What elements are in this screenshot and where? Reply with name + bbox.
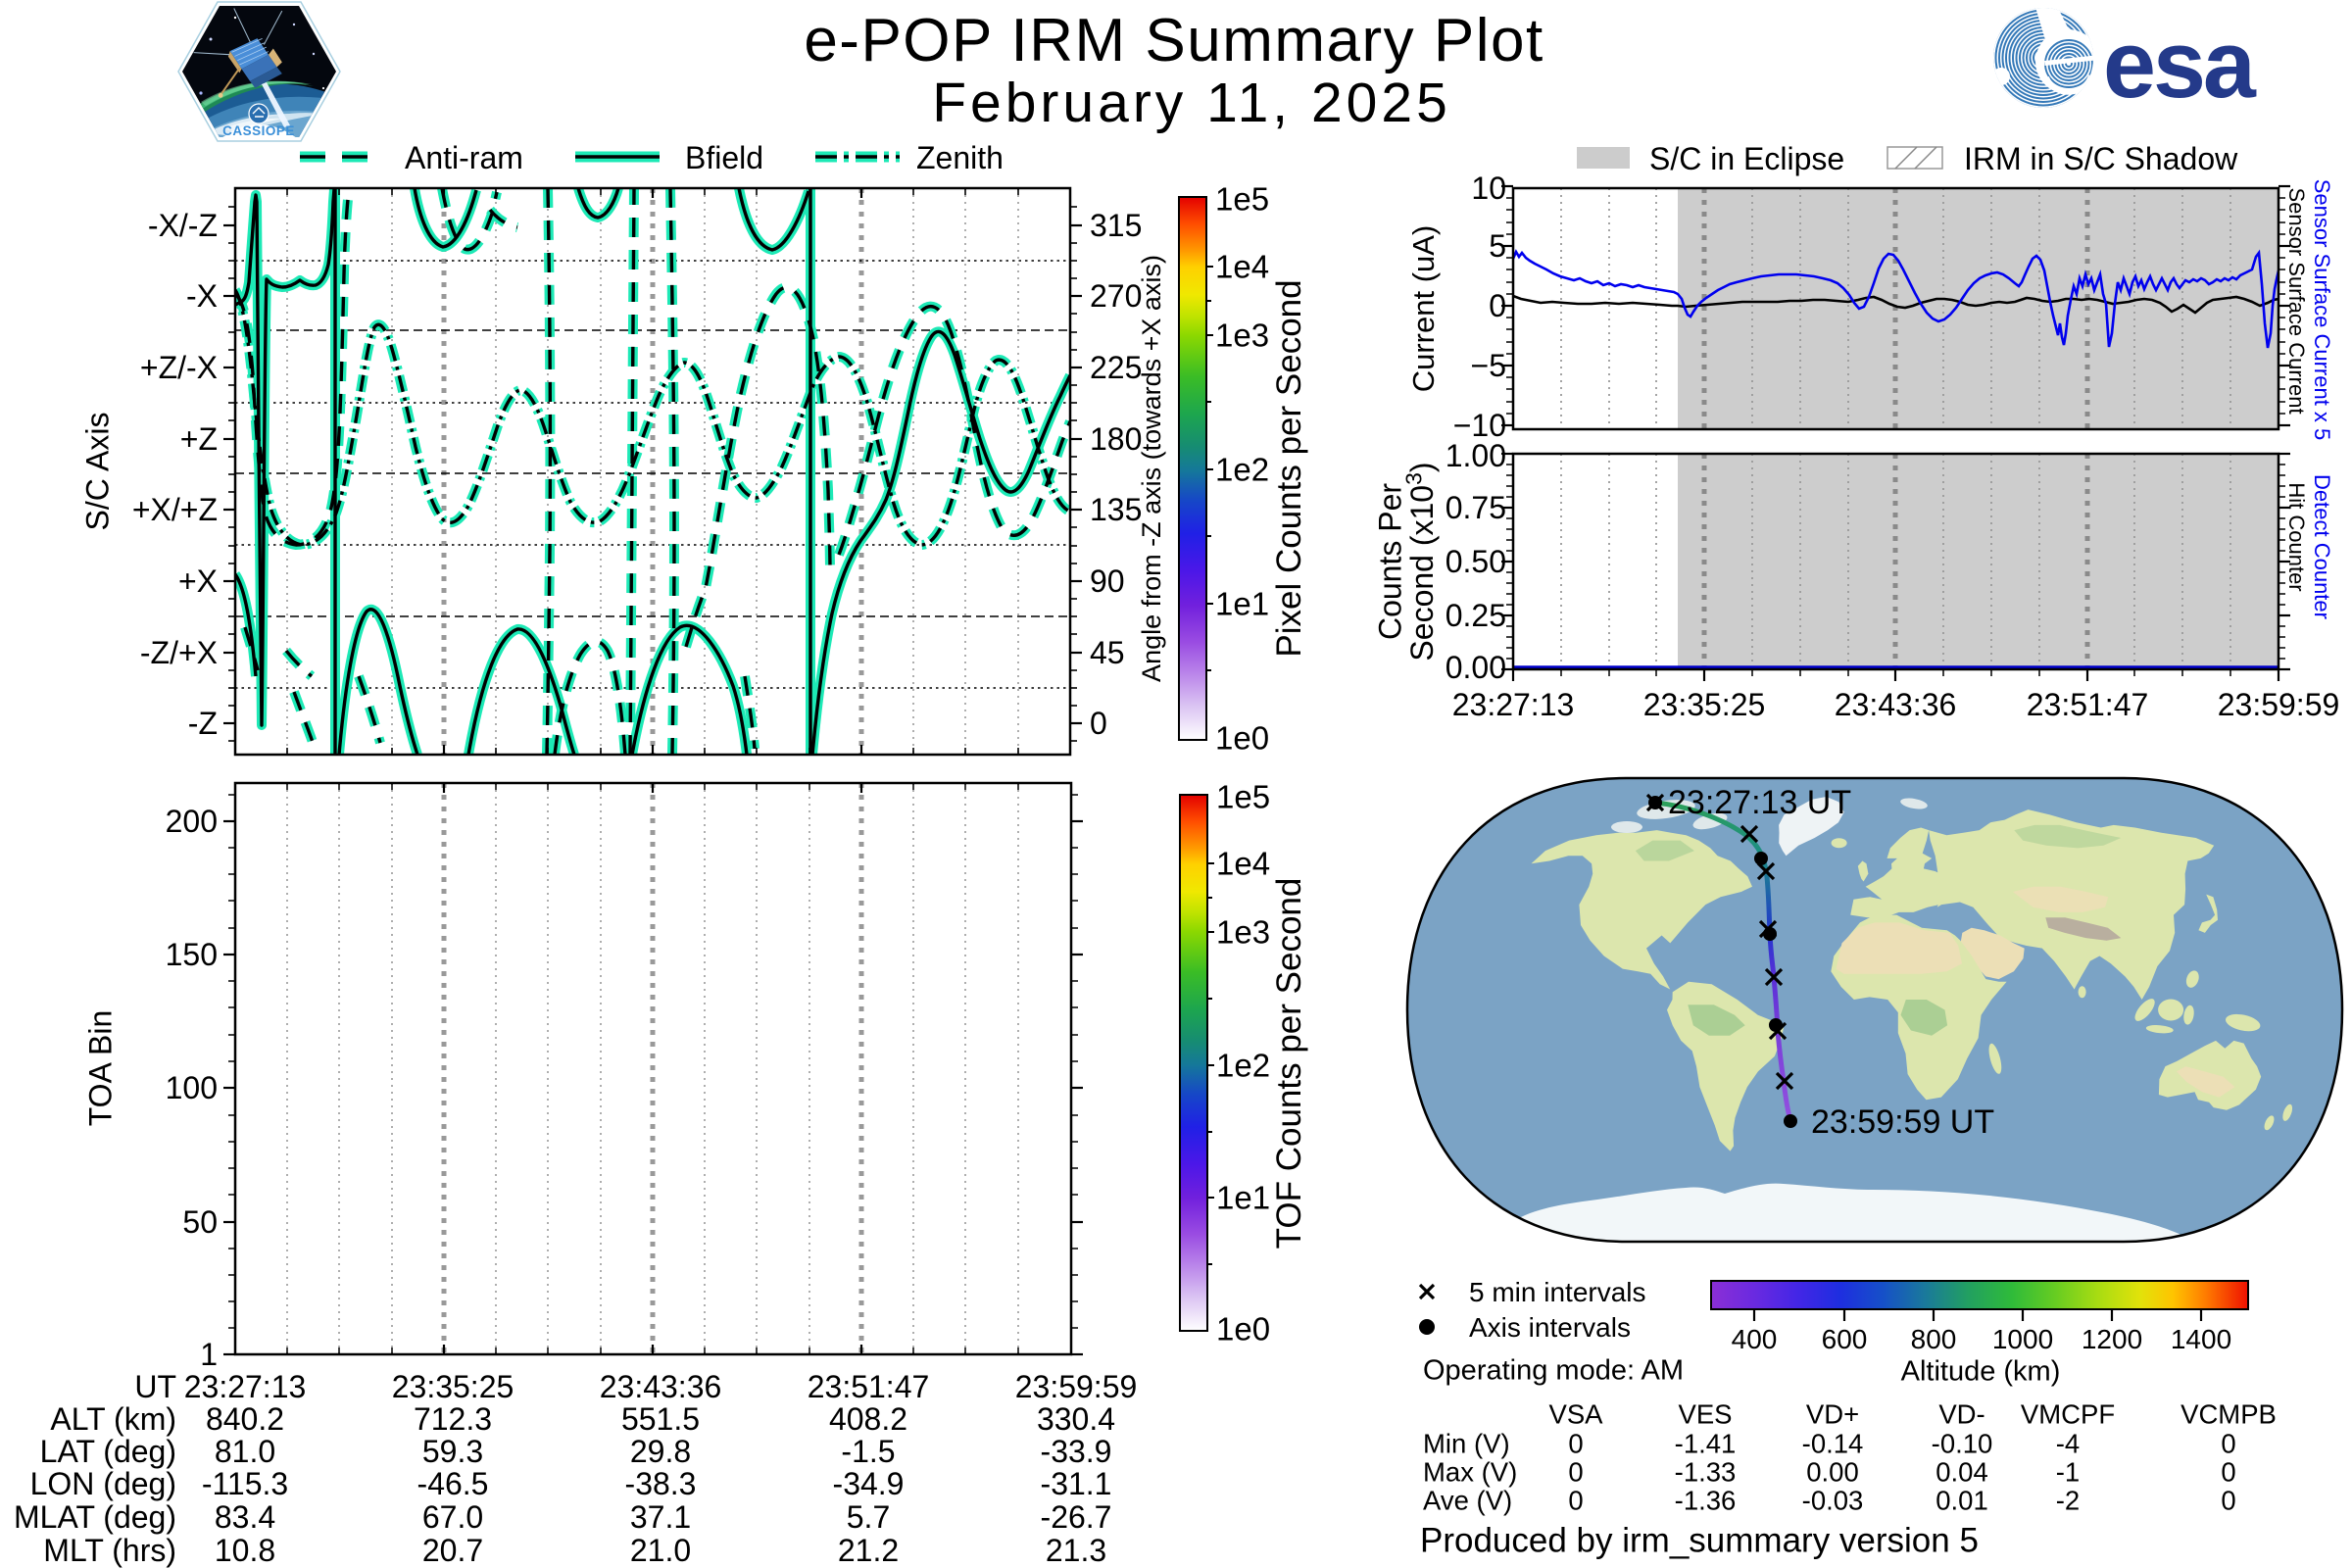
svg-text:esa: esa [2103, 11, 2257, 118]
svg-text:CASSIOPE: CASSIOPE [222, 123, 295, 138]
